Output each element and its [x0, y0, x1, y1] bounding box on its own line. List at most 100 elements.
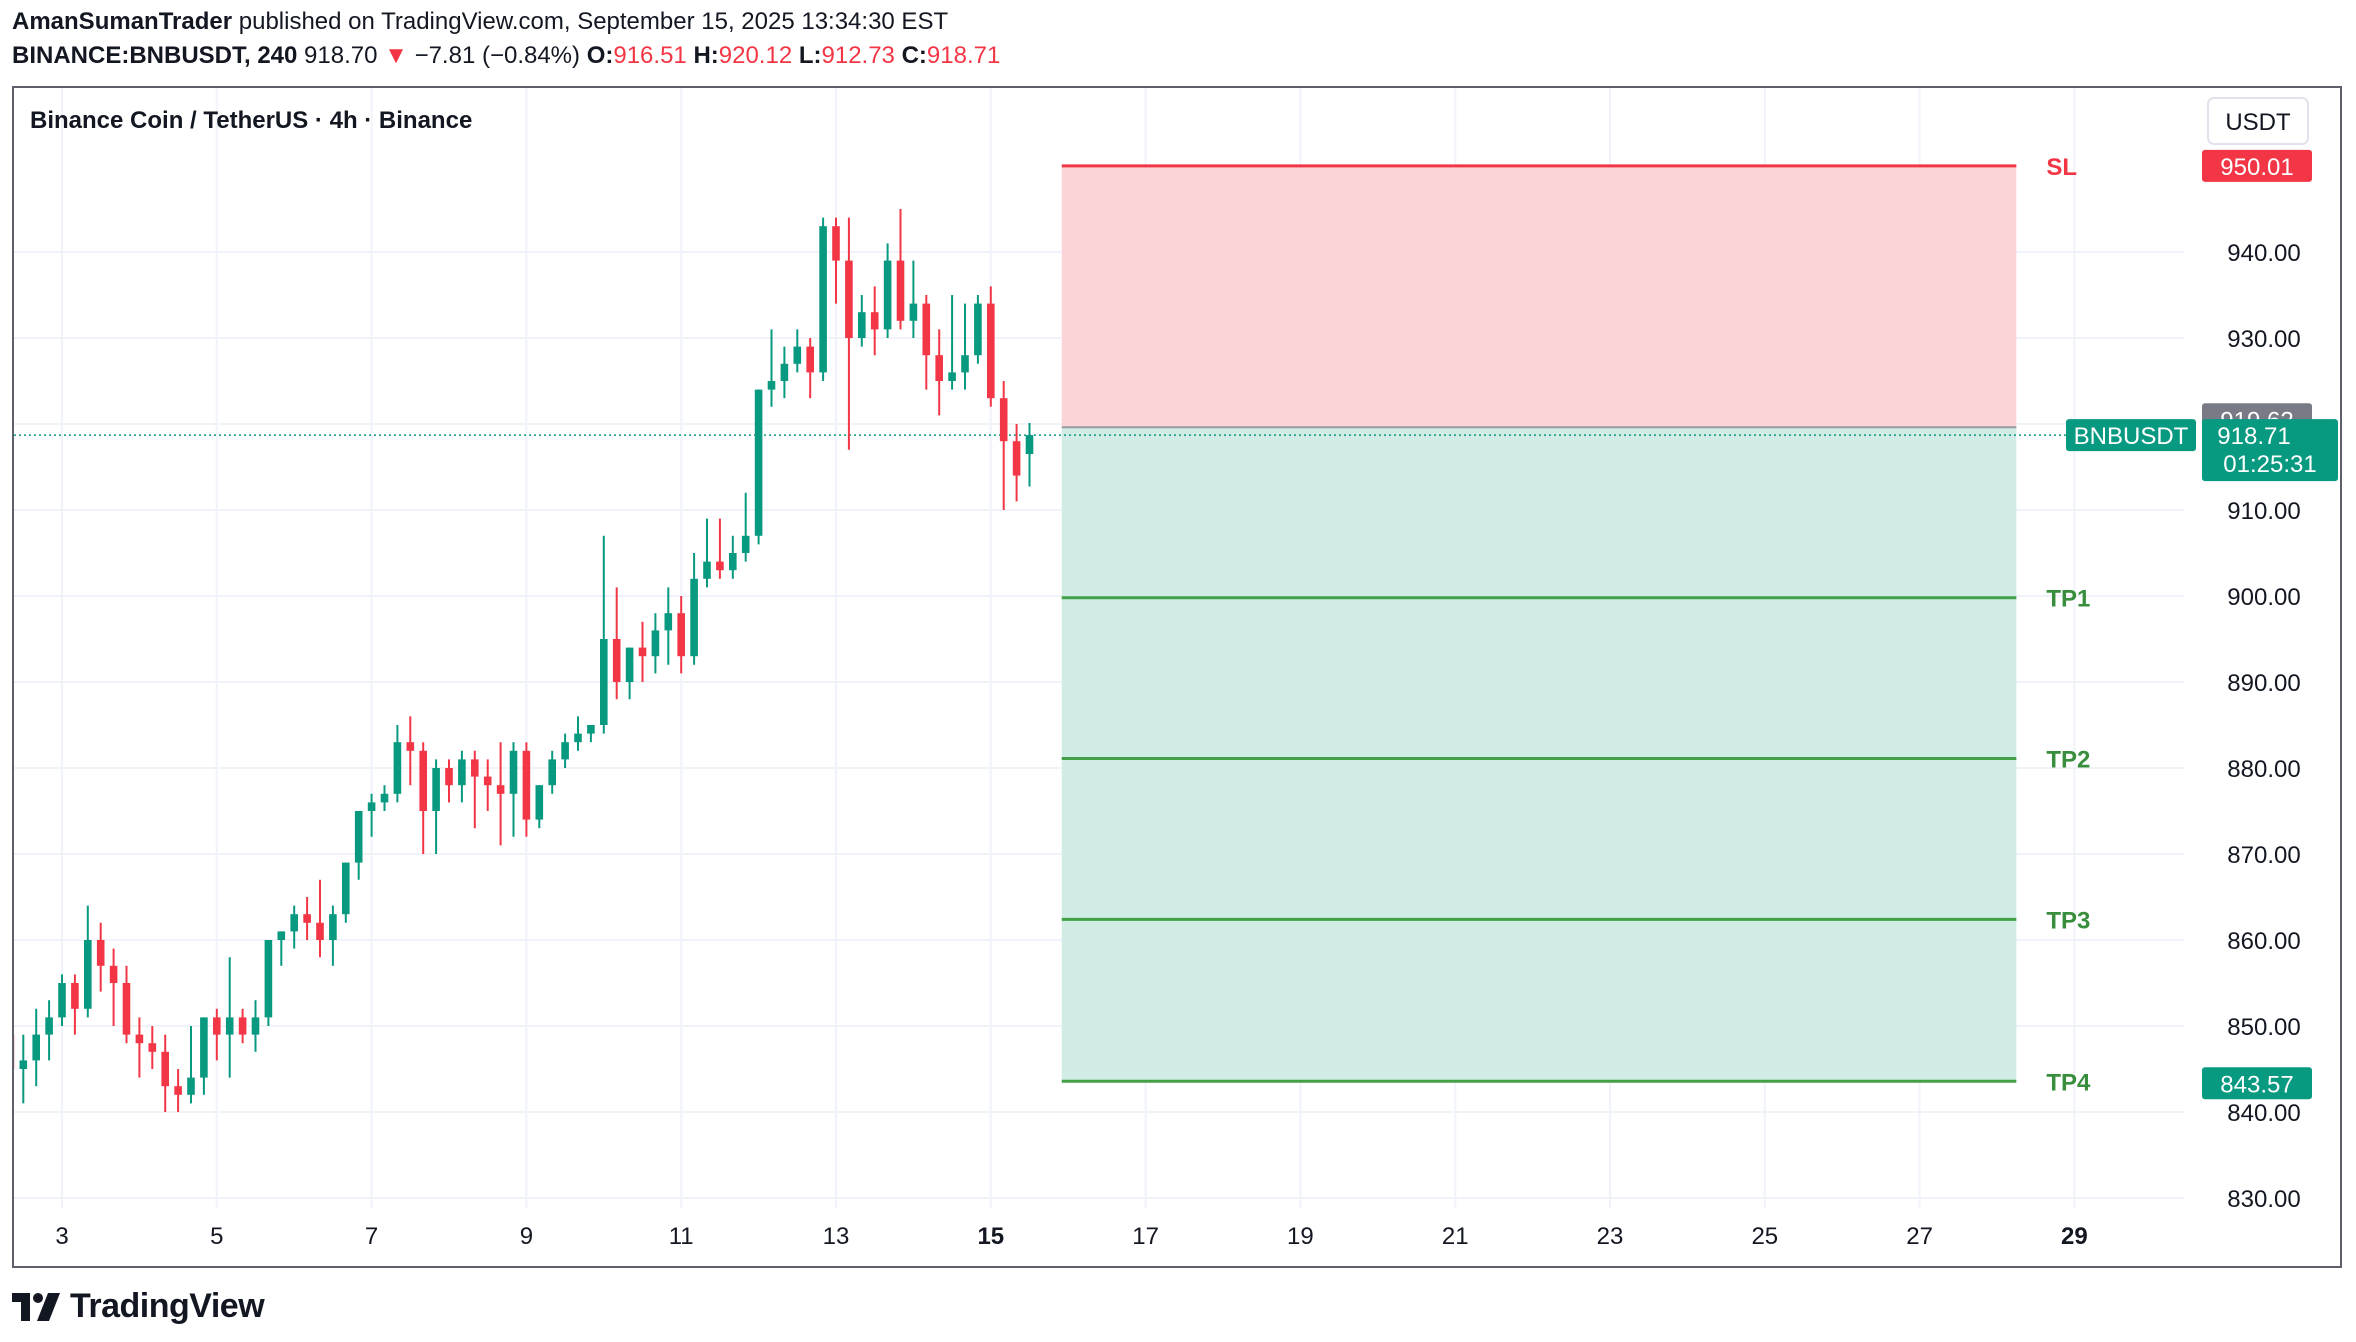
chart-title: Binance Coin / TetherUS · 4h · Binance: [30, 107, 472, 134]
candle[interactable]: [225, 1017, 234, 1035]
candle[interactable]: [367, 802, 376, 811]
y-tick-label: 860.00: [2227, 928, 2300, 955]
candle[interactable]: [148, 1043, 157, 1052]
candle[interactable]: [806, 346, 814, 373]
candle[interactable]: [251, 1017, 260, 1035]
candle[interactable]: [845, 260, 853, 338]
candle[interactable]: [896, 260, 905, 321]
candle[interactable]: [961, 355, 969, 373]
tp-label-tp3: TP3: [2046, 907, 2090, 934]
candle[interactable]: [703, 561, 711, 579]
candle[interactable]: [974, 303, 982, 356]
candle[interactable]: [290, 914, 298, 932]
candle[interactable]: [1012, 441, 1021, 476]
candle[interactable]: [432, 768, 440, 811]
candle[interactable]: [264, 940, 273, 1018]
tradingview-logo-icon: [12, 1292, 60, 1321]
candle[interactable]: [161, 1051, 169, 1087]
candle[interactable]: [638, 647, 647, 657]
candle[interactable]: [729, 553, 737, 571]
candle[interactable]: [458, 759, 466, 786]
candle[interactable]: [471, 759, 479, 777]
candle[interactable]: [45, 1017, 53, 1035]
candle[interactable]: [1025, 435, 1034, 455]
candle[interactable]: [870, 312, 879, 330]
candle[interactable]: [483, 776, 492, 786]
publish-info: AmanSumanTrader published on TradingView…: [12, 8, 948, 36]
candle[interactable]: [19, 1060, 28, 1069]
x-tick-label: 25: [1751, 1223, 1778, 1250]
candle[interactable]: [71, 983, 79, 1009]
candle[interactable]: [612, 639, 621, 682]
candle[interactable]: [574, 733, 582, 743]
candle[interactable]: [187, 1077, 195, 1095]
candle[interactable]: [238, 1017, 247, 1035]
candle[interactable]: [690, 578, 698, 657]
currency-button-border[interactable]: [2207, 97, 2309, 145]
candle[interactable]: [109, 965, 118, 983]
candle[interactable]: [135, 1034, 144, 1044]
candle[interactable]: [380, 793, 389, 803]
candle[interactable]: [999, 398, 1008, 442]
symbol-price-tag: [2066, 419, 2196, 452]
take-profit-zone: [1061, 427, 2017, 1082]
candle[interactable]: [935, 355, 943, 381]
candle[interactable]: [509, 750, 518, 794]
currency-button[interactable]: USDT: [2225, 109, 2291, 136]
candle[interactable]: [922, 303, 931, 356]
candle[interactable]: [316, 922, 324, 940]
candle[interactable]: [354, 811, 363, 863]
candle[interactable]: [625, 647, 634, 682]
candle[interactable]: [754, 389, 763, 536]
countdown-text: 01:25:31: [2223, 451, 2316, 478]
candle[interactable]: [716, 561, 724, 571]
candle[interactable]: [32, 1034, 40, 1061]
candle[interactable]: [303, 914, 311, 923]
high-label: H:: [693, 42, 719, 69]
candle[interactable]: [987, 303, 995, 399]
candle[interactable]: [522, 750, 531, 820]
candle[interactable]: [793, 346, 802, 364]
candle[interactable]: [213, 1017, 221, 1035]
candle[interactable]: [406, 742, 415, 751]
x-tick-label: 17: [1132, 1223, 1159, 1250]
candle[interactable]: [445, 768, 453, 786]
candle[interactable]: [496, 785, 505, 794]
candle[interactable]: [664, 613, 673, 631]
candle[interactable]: [535, 785, 544, 820]
price-chart[interactable]: SL TP1 TP2 TP3 TP4 Binance Coin / TetherUS · …: [14, 88, 2340, 1266]
x-tick-label: 27: [1906, 1223, 1933, 1250]
x-tick-label: 23: [1597, 1223, 1624, 1250]
candle[interactable]: [948, 372, 956, 381]
candle[interactable]: [600, 639, 608, 725]
candle[interactable]: [548, 759, 556, 786]
candle[interactable]: [393, 742, 402, 794]
candle[interactable]: [741, 535, 750, 553]
symbol-price-tag-text: BNBUSDT: [2074, 423, 2189, 450]
x-tick-label: 13: [823, 1223, 850, 1250]
candle[interactable]: [174, 1086, 182, 1095]
candle[interactable]: [587, 725, 595, 734]
candle[interactable]: [329, 914, 337, 940]
candle[interactable]: [200, 1017, 208, 1078]
candle[interactable]: [909, 303, 918, 321]
candle[interactable]: [858, 312, 866, 338]
candle[interactable]: [277, 931, 286, 940]
candle[interactable]: [883, 260, 892, 330]
candle[interactable]: [832, 226, 840, 261]
candle[interactable]: [677, 613, 685, 657]
candle[interactable]: [58, 983, 66, 1018]
author-name[interactable]: AmanSumanTrader: [12, 8, 233, 35]
high-value: 920.12: [718, 42, 793, 69]
candle[interactable]: [780, 363, 789, 381]
candle[interactable]: [419, 750, 427, 811]
price-change: −7.81 (−0.84%): [414, 42, 581, 69]
candle[interactable]: [767, 381, 776, 390]
candle[interactable]: [561, 742, 569, 760]
candle[interactable]: [819, 226, 827, 373]
candle[interactable]: [342, 862, 350, 915]
candle[interactable]: [122, 983, 131, 1035]
candle[interactable]: [84, 940, 92, 1009]
candle[interactable]: [96, 940, 105, 966]
candle[interactable]: [651, 630, 660, 657]
